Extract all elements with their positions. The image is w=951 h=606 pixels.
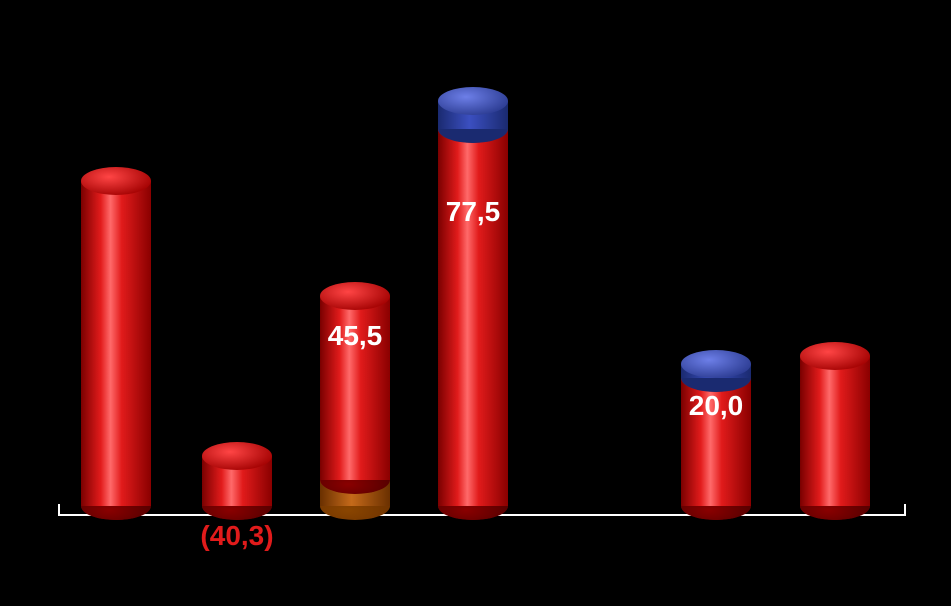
bar-1 [81, 0, 151, 606]
bar-4 [438, 0, 508, 606]
bar-4-label: 77,5 [446, 196, 501, 228]
bar-5 [681, 0, 751, 606]
cylinder-bar-chart: (40,3) 45,5 77,5 20,0 [0, 0, 951, 606]
bar-5-label: 20,0 [689, 390, 744, 422]
bar-6 [800, 0, 870, 606]
bar-3-label: 45,5 [328, 320, 383, 352]
bar-2-neg-label: (40,3) [200, 520, 273, 552]
bar-3 [320, 0, 390, 606]
bar-2 [202, 0, 272, 606]
